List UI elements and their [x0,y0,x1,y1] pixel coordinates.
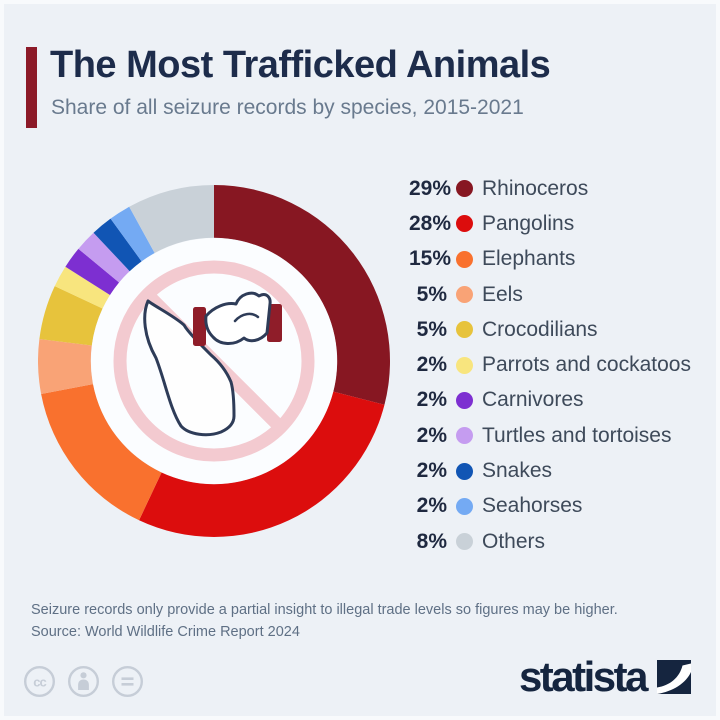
donut-segment-eels [37,338,93,394]
legend-label: Turtles and tortoises [482,423,672,447]
legend-item-parrots-and-cockatoos: 2% Parrots and cockatoos [409,347,691,382]
legend-label: Eels [482,282,523,306]
legend-color-dot [456,215,473,233]
legend-color-dot [456,286,473,304]
legend-item-carnivores: 2% Carnivores [409,383,691,418]
donut-segment-parrots-and-cockatoos [54,266,110,309]
svg-text:cc: cc [33,675,46,690]
legend-percent: 5% [416,282,447,306]
legend-percent: 29% [409,176,452,200]
legend-color-dot [456,356,473,374]
legend-color-dot [456,427,473,445]
legend-label: Rhinoceros [482,176,589,200]
legend-color-dot [456,462,473,480]
legend-label: Pangolins [482,211,575,235]
prohibition-circle-icon [113,260,315,462]
donut-segment-pangolins [139,391,385,537]
legend-percent: 2% [416,459,447,483]
statista-logo: statista [518,653,691,700]
donut-segment-rhinoceros [214,185,391,405]
legend-color-dot [456,533,473,551]
legend-label: Parrots and cockatoos [482,353,691,377]
donut-segment-crocodilians [39,286,103,346]
donut-chart [37,185,391,537]
legend-percent: 28% [409,211,452,235]
legend-label: Snakes [482,459,553,483]
page-title: The Most Trafficked Animals [50,44,551,86]
legend-label: Elephants [482,247,576,271]
legend-item-turtles-and-tortoises: 2% Turtles and tortoises [409,418,691,453]
legend-label: Others [482,529,546,553]
legend-item-snakes: 2% Snakes [409,453,691,488]
legend-item-crocodilians: 5% Crocodilians [409,312,691,347]
chart-legend: 29% Rhinoceros 28% Pangolins 15% Elephants 5% E… [409,171,691,559]
no-derivatives-icon [111,665,144,698]
hand-finger-line-icon [233,312,260,323]
title-accent-bar [26,47,37,128]
legend-label: Carnivores [482,388,584,412]
legend-color-dot [456,180,473,198]
legend-item-elephants: 15% Elephants [409,242,691,277]
legend-color-dot [456,321,473,339]
legend-item-pangolins: 28% Pangolins [409,206,691,241]
legend-item-eels: 5% Eels [409,277,691,312]
legend-color-dot [456,497,473,515]
donut-segment-others [129,185,214,254]
donut-segment-seahorses [110,206,155,262]
legend-color-dot [456,391,473,409]
statista-mark-icon [657,660,691,694]
prohibited-rhino-horn-trade-icon [113,260,315,462]
legend-item-seahorses: 2% Seahorses [409,489,691,524]
attribution-icon [67,665,100,698]
donut-segment-elephants [41,384,162,521]
donut-segment-turtles-and-tortoises [78,232,130,283]
source-note: Source: World Wildlife Crime Report 2024 [31,624,300,640]
legend-percent: 2% [416,423,447,447]
legend-percent: 8% [416,529,447,553]
statista-wordmark: statista [518,653,649,700]
rhino-horn-icon [143,299,236,437]
legend-percent: 5% [416,317,447,341]
license-icons: cc [23,665,144,698]
donut-segments [37,185,391,537]
money-band-right-icon [267,304,282,342]
cc-icon: cc [23,665,56,698]
legend-item-others: 8% Others [409,524,691,559]
donut-segment-snakes [93,218,142,272]
legend-percent: 2% [416,353,447,377]
footnote: Seizure records only provide a partial i… [31,602,618,618]
legend-color-dot [456,250,473,268]
legend-item-rhinoceros: 29% Rhinoceros [409,171,691,206]
donut-chart-svg [37,185,391,537]
legend-percent: 2% [416,388,447,412]
page-subtitle: Share of all seizure records by species,… [51,96,524,119]
legend-percent: 2% [416,494,447,518]
legend-percent: 15% [409,247,452,271]
donut-segment-carnivores [65,248,120,295]
legend-label: Seahorses [482,494,583,518]
money-band-left-icon [193,307,206,346]
legend-label: Crocodilians [482,317,598,341]
